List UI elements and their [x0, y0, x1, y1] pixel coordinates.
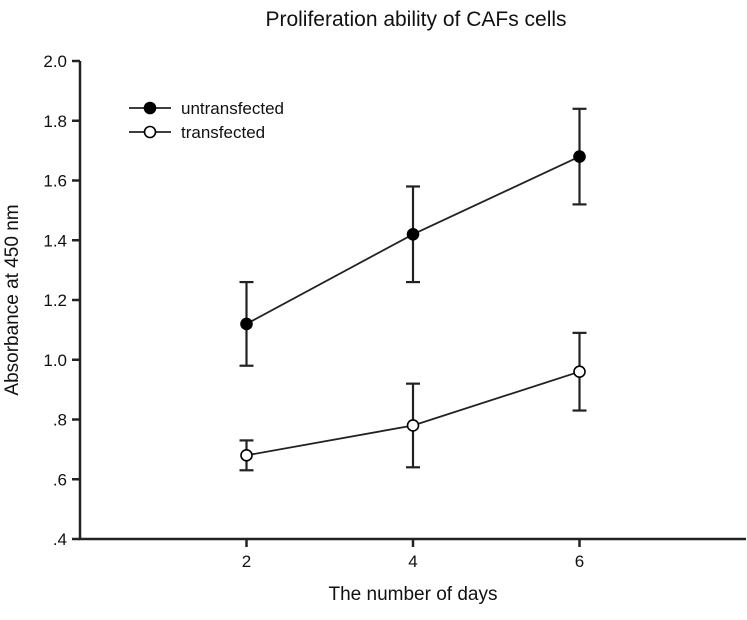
y-tick-label: .8 [53, 411, 67, 430]
legend-label: untransfected [181, 99, 284, 118]
y-axis-label: Absorbance at 450 nm [2, 204, 23, 395]
legend-marker-transfected [143, 125, 157, 139]
legend-marker-untransfected [143, 101, 157, 115]
chart-title: Proliferation ability of CAFs cells [265, 8, 566, 31]
data-point-untransfected [573, 150, 586, 163]
data-point-untransfected [240, 317, 253, 331]
y-tick-label: 1.2 [43, 291, 67, 310]
x-tick-label: 4 [408, 552, 417, 571]
x-tick-label: 2 [242, 552, 251, 571]
y-tick-label: 1.6 [43, 172, 67, 191]
data-point-transfected [240, 449, 253, 462]
data-point-transfected [406, 419, 420, 432]
x-axis-label: The number of days [329, 584, 498, 605]
x-tick-label: 6 [575, 552, 584, 571]
y-tick-label: 1.0 [43, 351, 67, 370]
y-tick-label: 2.0 [43, 52, 67, 71]
y-tick-label: .6 [53, 470, 67, 489]
y-tick-label: 1.4 [43, 231, 67, 250]
data-point-transfected [573, 365, 586, 379]
data-point-untransfected [406, 227, 420, 241]
y-tick-label: .4 [53, 530, 67, 549]
y-tick-label: 1.8 [43, 112, 67, 131]
legend-label: transfected [181, 123, 265, 142]
